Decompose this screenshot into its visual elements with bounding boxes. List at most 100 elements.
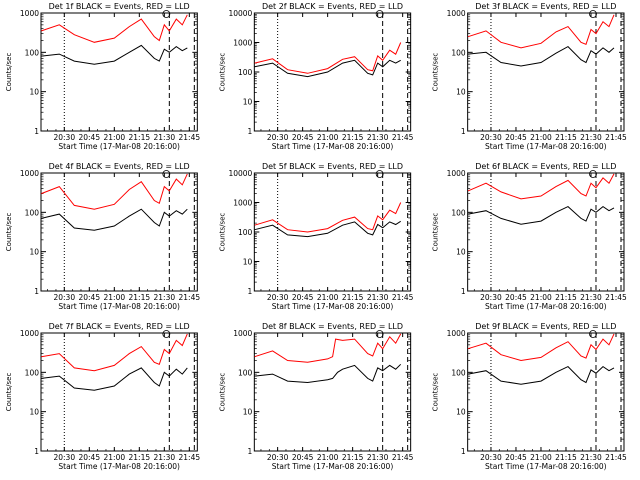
detector-panel-6: Det 6f BLACK = Events, RED = LLD 1 10 100 10…: [432, 162, 627, 311]
y-tick-label: 1: [34, 447, 39, 456]
panel-title: Det 3f BLACK = Events, RED = LLD: [475, 2, 616, 11]
series-line-lld: [254, 333, 402, 363]
x-tick-label: 21:45: [179, 133, 201, 142]
detector-panel-9: Det 9f BLACK = Events, RED = LLD 1 10 100 10…: [432, 322, 627, 471]
series-line-events: [254, 363, 402, 384]
x-axis-label: Start Time (17-Mar-08 20:16:00): [272, 462, 394, 471]
y-tick-label: 1: [461, 127, 466, 136]
plot-frame: [467, 332, 625, 452]
y-tick-label: 1000: [20, 169, 39, 178]
panel-title: Det 2f BLACK = Events, RED = LLD: [262, 2, 403, 11]
series-line-events: [41, 44, 188, 65]
y-axis-label: Counts/sec: [218, 373, 226, 412]
x-tick-label: 20:45: [292, 133, 314, 142]
y-tick-label: 100: [451, 208, 466, 217]
plot-frame: [40, 12, 198, 132]
y-tick-label: 100: [238, 368, 253, 377]
series-line-lld: [254, 202, 402, 233]
x-tick-label: 21:30: [367, 453, 389, 462]
y-tick-label: 1000: [233, 199, 252, 208]
series-line-events: [467, 365, 615, 385]
plot-frame: [467, 12, 625, 132]
x-tick-label: 20:30: [267, 453, 289, 462]
y-tick-label: 1000: [447, 329, 466, 338]
series-line-lld: [41, 14, 188, 43]
position-marker-icon: [589, 330, 597, 338]
y-axis-label: Counts/sec: [218, 213, 226, 252]
y-tick-label: 10: [243, 258, 253, 267]
y-tick-label: 1000: [447, 9, 466, 18]
x-tick-label: 21:00: [104, 293, 126, 302]
position-marker-icon: [375, 330, 384, 338]
y-tick-label: 1: [34, 287, 39, 296]
y-axis-label: Counts/sec: [5, 53, 13, 92]
y-tick-label: 1: [248, 287, 253, 296]
y-axis-label: Counts/sec: [432, 213, 440, 252]
plot-frame: [253, 12, 412, 132]
y-tick-label: 1000: [233, 39, 252, 48]
x-tick-label: 21:00: [317, 133, 339, 142]
x-tick-label: 21:00: [317, 293, 339, 302]
plot-frame: [467, 172, 625, 292]
panel-title: Det 1f BLACK = Events, RED = LLD: [49, 2, 190, 11]
position-marker-icon: [162, 10, 171, 18]
x-tick-label: 21:30: [580, 293, 602, 302]
y-tick-label: 1000: [20, 329, 39, 338]
detector-panel-5: Det 5f BLACK = Events, RED = LLD 1 10 100 10…: [218, 162, 413, 311]
x-axis-label: Start Time (17-Mar-08 20:16:00): [485, 302, 607, 311]
series-line-events: [254, 59, 401, 78]
y-tick-label: 100: [238, 68, 253, 77]
x-tick-label: 21:45: [179, 293, 201, 302]
y-tick-label: 100: [25, 368, 40, 377]
position-marker-icon: [375, 170, 384, 178]
x-tick-label: 21:30: [367, 133, 389, 142]
x-tick-label: 20:45: [292, 293, 314, 302]
y-tick-label: 10: [456, 248, 466, 257]
x-axis-label: Start Time (17-Mar-08 20:16:00): [58, 462, 180, 471]
series-line-events: [467, 45, 615, 67]
x-tick-label: 20:45: [505, 293, 527, 302]
x-axis-label: Start Time (17-Mar-08 20:16:00): [485, 462, 607, 471]
x-tick-label: 20:45: [78, 133, 100, 142]
position-marker-icon: [589, 10, 597, 18]
x-tick-label: 21:30: [154, 453, 176, 462]
y-tick-label: 10: [29, 88, 39, 97]
x-tick-label: 21:45: [605, 133, 627, 142]
panel-title: Det 7f BLACK = Events, RED = LLD: [49, 322, 190, 331]
y-tick-label: 1: [248, 447, 253, 456]
x-axis-label: Start Time (17-Mar-08 20:16:00): [272, 302, 394, 311]
x-tick-label: 20:30: [480, 133, 502, 142]
plot-frame: [253, 332, 412, 452]
series-line-lld: [467, 14, 615, 49]
y-tick-label: 10: [243, 408, 253, 417]
y-tick-label: 100: [25, 208, 40, 217]
x-tick-label: 21:15: [555, 133, 577, 142]
x-tick-label: 21:30: [367, 293, 389, 302]
series-line-events: [41, 367, 188, 391]
y-tick-label: 10: [456, 408, 466, 417]
series-line-lld: [41, 173, 188, 210]
y-tick-label: 10: [29, 408, 39, 417]
x-tick-label: 20:30: [480, 453, 502, 462]
y-tick-label: 10000: [228, 169, 252, 178]
panel-title: Det 9f BLACK = Events, RED = LLD: [475, 322, 616, 331]
x-tick-label: 21:00: [530, 133, 552, 142]
panel-title: Det 6f BLACK = Events, RED = LLD: [475, 162, 616, 171]
x-tick-label: 20:45: [505, 453, 527, 462]
x-tick-label: 20:30: [53, 293, 75, 302]
detector-panel-2: Det 2f BLACK = Events, RED = LLD 1 10 100 10…: [218, 2, 413, 151]
x-axis-label: Start Time (17-Mar-08 20:16:00): [58, 142, 180, 151]
series-line-lld: [467, 333, 615, 362]
y-axis-label: Counts/sec: [218, 53, 226, 92]
series-line-lld: [467, 173, 615, 200]
series-line-lld: [254, 42, 402, 74]
panel-title: Det 4f BLACK = Events, RED = LLD: [49, 162, 190, 171]
x-tick-label: 21:15: [342, 133, 364, 142]
y-tick-label: 1: [34, 127, 39, 136]
y-tick-label: 10: [29, 248, 39, 257]
y-tick-label: 10: [243, 98, 253, 107]
x-tick-label: 21:30: [154, 133, 176, 142]
position-marker-icon: [375, 10, 384, 18]
series-line-events: [254, 220, 401, 238]
y-tick-label: 10: [456, 88, 466, 97]
